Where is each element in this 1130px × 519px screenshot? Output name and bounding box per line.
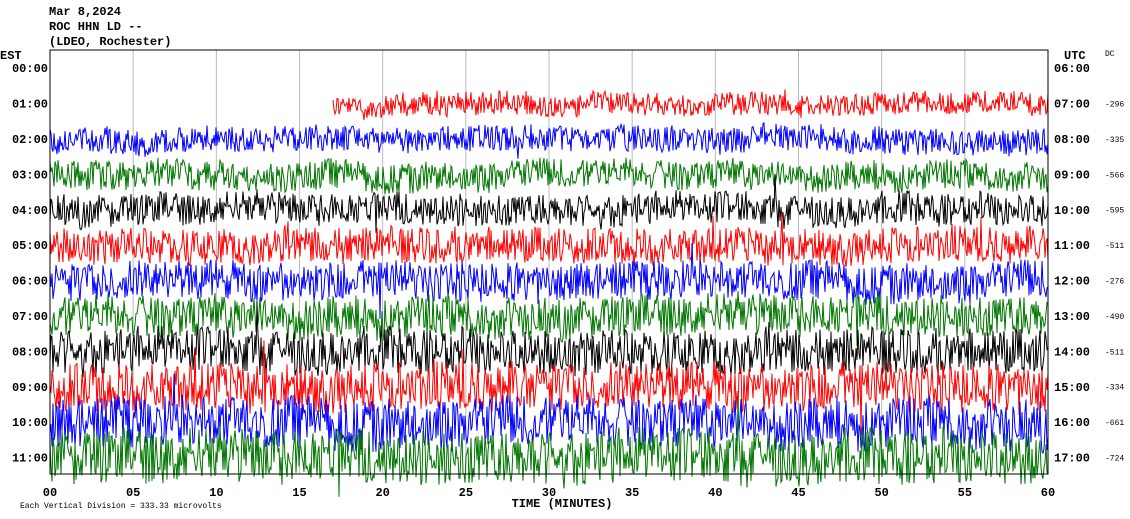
seismic-trace <box>49 157 1049 195</box>
seismic-trace <box>49 340 1049 436</box>
x-tick-label: 05 <box>126 486 140 500</box>
seismic-trace <box>49 243 1049 319</box>
dc-value: -334 <box>1105 384 1124 393</box>
est-label: 02:00 <box>12 133 48 147</box>
utc-label: 10:00 <box>1054 204 1090 218</box>
utc-label: 14:00 <box>1054 345 1090 359</box>
x-tick-label: 15 <box>292 486 306 500</box>
seismic-trace <box>332 89 1049 121</box>
dc-title: DC <box>1105 50 1115 59</box>
x-tick-label: 40 <box>708 486 722 500</box>
est-label: 05:00 <box>12 239 48 253</box>
seismic-trace <box>49 396 1049 497</box>
dc-value: -566 <box>1105 171 1124 180</box>
seismic-trace <box>49 122 1049 159</box>
traces <box>49 50 1049 497</box>
dc-value: -296 <box>1105 101 1124 110</box>
header-line: Mar 8,2024 <box>49 5 121 19</box>
footer: Each Vertical Division = 333.33 microvol… <box>20 502 222 511</box>
utc-label: 06:00 <box>1054 62 1090 76</box>
est-label: 11:00 <box>12 452 48 466</box>
dc-value: -335 <box>1105 136 1124 145</box>
x-tick-label: 55 <box>958 486 972 500</box>
x-tick-label: 20 <box>375 486 389 500</box>
utc-label: 09:00 <box>1054 168 1090 182</box>
seismic-trace <box>49 173 1049 233</box>
utc-label: 16:00 <box>1054 416 1090 430</box>
est-label: 04:00 <box>12 204 48 218</box>
utc-label: 08:00 <box>1054 133 1090 147</box>
x-tick-label: 30 <box>542 486 556 500</box>
x-tick-label: 25 <box>459 486 473 500</box>
seismic-trace <box>49 211 1049 267</box>
est-label: 08:00 <box>12 345 48 359</box>
est-label: 03:00 <box>12 168 48 182</box>
utc-label: 11:00 <box>1054 239 1090 253</box>
est-label: 06:00 <box>12 275 48 289</box>
dc-value: -661 <box>1105 419 1124 428</box>
x-tick-label: 35 <box>625 486 639 500</box>
est-label: 01:00 <box>12 98 48 112</box>
dc-value: -276 <box>1105 278 1124 287</box>
plot-frame <box>49 49 1049 475</box>
est-title: EST <box>0 49 22 63</box>
x-tick-label: 10 <box>209 486 223 500</box>
utc-label: 15:00 <box>1054 381 1090 395</box>
dc-value: -511 <box>1105 242 1124 251</box>
utc-label: 13:00 <box>1054 310 1090 324</box>
x-tick-label: 00 <box>43 486 57 500</box>
est-label: 00:00 <box>12 62 48 76</box>
utc-label: 17:00 <box>1054 452 1090 466</box>
dc-value: -490 <box>1105 313 1124 322</box>
utc-label: 07:00 <box>1054 98 1090 112</box>
utc-label: 12:00 <box>1054 275 1090 289</box>
seismic-trace <box>49 373 1049 455</box>
est-label: 07:00 <box>12 310 48 324</box>
x-axis-title: TIME (MINUTES) <box>512 497 613 511</box>
seismic-trace <box>49 290 1049 347</box>
est-label: 09:00 <box>12 381 48 395</box>
header-line: ROC HHN LD -- <box>49 20 143 34</box>
dc-value: -724 <box>1105 455 1124 464</box>
est-label: 10:00 <box>12 416 48 430</box>
dc-value: -511 <box>1105 348 1124 357</box>
header-line: (LDEO, Rochester) <box>49 35 171 49</box>
utc-title: UTC <box>1064 49 1086 63</box>
x-tick-label: 50 <box>874 486 888 500</box>
dc-value: -595 <box>1105 207 1124 216</box>
seismic-trace <box>49 301 1049 378</box>
x-tick-label: 45 <box>791 486 805 500</box>
x-tick-label: 60 <box>1041 486 1055 500</box>
